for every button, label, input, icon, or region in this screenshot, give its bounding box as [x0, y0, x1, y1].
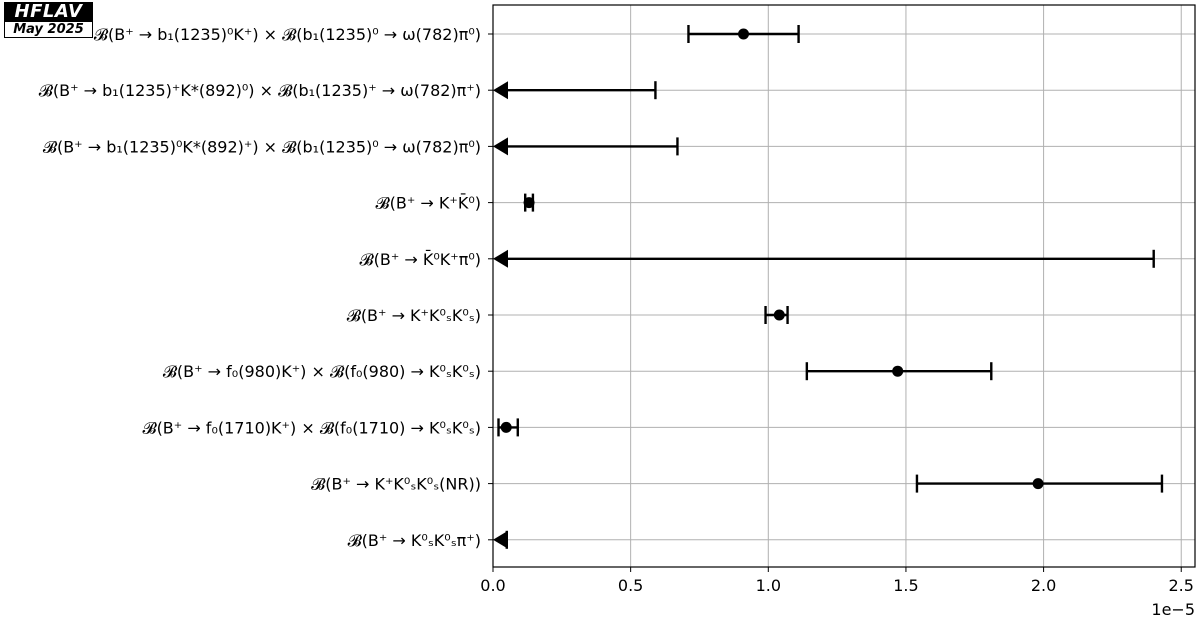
upper-limit-mark — [493, 137, 679, 156]
x-tick-label: 1.0 — [756, 576, 781, 595]
limit-arrow — [493, 81, 508, 100]
upper-limit-mark — [493, 81, 657, 100]
central-value-point — [1032, 478, 1044, 490]
measurement-label: 𝓑(B⁺ → f₀(1710)K⁺) × 𝓑(f₀(1710) → K⁰ₛK⁰ₛ… — [142, 418, 481, 437]
measurement-mark — [687, 25, 800, 43]
measurement-mark — [523, 193, 535, 212]
measurement-label: 𝓑(B⁺ → K̄⁰K⁺π⁰) — [360, 250, 482, 269]
measurement-mark — [764, 306, 789, 324]
measurement-label: 𝓑(B⁺ → b₁(1235)⁺K*(892)⁰) × 𝓑(b₁(1235)⁺ … — [39, 81, 481, 100]
measurements — [493, 25, 1164, 549]
measurement-label: 𝓑(B⁺ → b₁(1235)⁰K⁺) × 𝓑(b₁(1235)⁰ → ω(78… — [94, 25, 481, 44]
x-tick-label: 0.0 — [480, 576, 505, 595]
y-axis-labels: 𝓑(B⁺ → b₁(1235)⁰K⁺) × 𝓑(b₁(1235)⁰ → ω(78… — [39, 25, 481, 550]
x-tick-label: 0.5 — [618, 576, 643, 595]
measurement-label: 𝓑(B⁺ → b₁(1235)⁰K*(892)⁺) × 𝓑(b₁(1235)⁰ … — [43, 137, 481, 156]
central-value-point — [892, 365, 904, 377]
central-value-point — [500, 421, 512, 433]
x-tick-label: 2.5 — [1169, 576, 1194, 595]
hflav-badge: HFLAV May 2025 — [4, 2, 93, 38]
plot-frame — [492, 4, 1196, 568]
measurement-label: 𝓑(B⁺ → K⁺K⁰ₛK⁰ₛ(NR)) — [311, 475, 481, 494]
central-value-point — [738, 28, 750, 40]
measurement-label: 𝓑(B⁺ → K⁰ₛK⁰ₛπ⁺) — [348, 531, 481, 550]
limit-arrow — [493, 249, 508, 268]
limit-arrow — [493, 137, 508, 156]
x-axis: 0.0 0.5 1.0 1.5 2.0 2.5 — [480, 33, 1194, 595]
badge-title: HFLAV — [4, 2, 93, 21]
badge-date: May 2025 — [4, 21, 93, 38]
x-tick-label: 2.0 — [1031, 576, 1056, 595]
measurement-mark — [915, 474, 1164, 493]
upper-limit-mark — [493, 249, 1155, 268]
measurement-label: 𝓑(B⁺ → f₀(980)K⁺) × 𝓑(f₀(980) → K⁰ₛK⁰ₛ) — [163, 362, 481, 381]
x-axis-offset-label: 1e−5 — [1151, 600, 1195, 619]
measurement-label: 𝓑(B⁺ → K⁺K⁰ₛK⁰ₛ) — [347, 306, 481, 325]
measurement-label: 𝓑(B⁺ → K⁺K̄⁰) — [376, 194, 481, 213]
measurement-mark — [805, 362, 993, 381]
central-value-point — [773, 309, 785, 321]
central-value-point — [523, 197, 535, 209]
x-tick-label: 1.5 — [893, 576, 918, 595]
upper-limit-mark — [493, 530, 508, 549]
limit-arrow — [493, 530, 508, 549]
measurement-mark — [497, 418, 519, 437]
